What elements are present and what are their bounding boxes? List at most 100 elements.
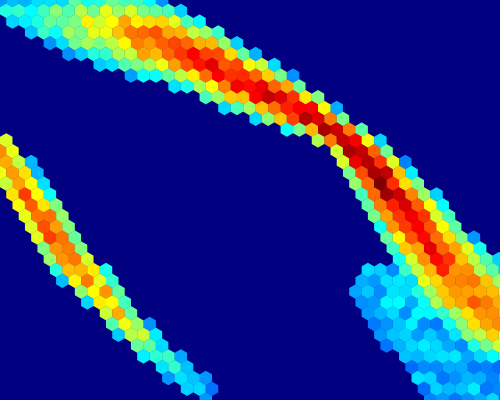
hex-cell xyxy=(424,241,437,256)
hex-cell xyxy=(448,327,462,342)
hex-cell xyxy=(6,144,19,159)
hex-cell xyxy=(230,100,244,116)
hex-cell xyxy=(305,122,319,137)
hex-cell xyxy=(68,14,82,29)
hex-cell xyxy=(137,349,150,364)
hex-cell xyxy=(280,100,294,116)
hex-cell xyxy=(467,273,481,288)
hex-cell xyxy=(137,68,150,83)
hex-cell xyxy=(174,370,188,386)
hex-cell xyxy=(143,57,156,72)
hex-cell xyxy=(448,370,462,386)
hex-cell xyxy=(199,25,213,40)
hex-cell xyxy=(448,241,462,256)
hex-cell xyxy=(405,230,418,245)
hex-cell xyxy=(274,68,287,83)
hex-cell xyxy=(118,57,131,72)
hex-cell xyxy=(455,338,468,353)
hex-cell xyxy=(492,295,500,310)
hex-cell xyxy=(480,295,493,310)
hex-cell xyxy=(467,252,481,267)
hex-cell xyxy=(386,241,400,256)
hex-cell xyxy=(62,262,75,278)
hex-cell xyxy=(442,360,456,375)
hex-cell xyxy=(199,46,213,62)
hex-cell xyxy=(399,154,412,170)
hex-cell xyxy=(112,3,125,18)
hex-cell xyxy=(436,370,449,386)
hex-cell xyxy=(386,154,400,170)
hex-cell xyxy=(392,252,406,267)
hex-cell xyxy=(249,90,262,105)
hex-cell xyxy=(249,46,262,62)
hex-cell xyxy=(24,3,38,18)
hex-cell xyxy=(467,316,481,332)
hex-cell xyxy=(436,392,449,400)
hex-cell xyxy=(12,3,25,18)
hex-cell xyxy=(399,306,412,321)
hex-cell xyxy=(24,176,38,191)
hex-cell xyxy=(93,295,107,310)
hex-cell xyxy=(349,133,362,148)
hex-cell xyxy=(411,262,425,278)
hex-cell xyxy=(255,79,269,94)
hex-cell xyxy=(399,176,412,191)
hex-cell xyxy=(286,90,300,105)
hex-cell xyxy=(193,57,206,72)
hex-cell xyxy=(162,349,175,364)
hex-cell xyxy=(361,133,375,148)
hex-cell xyxy=(455,316,468,332)
hex-cell xyxy=(411,219,425,234)
hex-cell xyxy=(486,284,499,299)
hex-cell xyxy=(417,208,431,224)
hex-cell xyxy=(367,187,381,202)
hex-cell xyxy=(436,327,449,342)
hex-cell xyxy=(386,219,400,234)
hex-cell xyxy=(436,262,449,278)
hex-cell xyxy=(424,219,437,234)
hex-cell xyxy=(0,154,13,170)
hex-cell xyxy=(137,327,150,342)
hex-cell xyxy=(274,90,287,105)
hex-cell xyxy=(417,360,431,375)
hex-cell xyxy=(149,349,163,364)
hex-cell xyxy=(455,360,468,375)
hex-cell xyxy=(62,219,75,234)
hex-cell xyxy=(18,14,32,29)
hex-cell xyxy=(130,316,144,332)
hex-cell xyxy=(174,3,188,18)
hex-cell xyxy=(99,25,113,40)
hex-cell xyxy=(56,208,69,224)
hex-cell xyxy=(249,68,262,83)
hex-cell xyxy=(467,295,481,310)
hex-cell xyxy=(461,262,474,278)
hex-cell xyxy=(18,208,32,224)
hex-cell xyxy=(261,90,275,105)
hex-cell xyxy=(367,165,381,180)
hex-cell xyxy=(124,3,138,18)
hex-cell xyxy=(130,338,144,353)
hex-cell xyxy=(486,262,499,278)
hex-cell xyxy=(461,392,474,400)
hex-cell xyxy=(380,230,393,245)
hex-cell xyxy=(236,46,250,62)
hex-cell xyxy=(212,25,225,40)
hex-cell xyxy=(24,219,38,234)
hex-cell xyxy=(280,122,294,137)
hex-cell xyxy=(224,46,237,62)
hex-cell xyxy=(255,100,269,116)
hex-cell xyxy=(168,14,181,29)
hex-cell xyxy=(405,338,418,353)
hex-cell xyxy=(280,79,294,94)
hex-cell xyxy=(130,14,144,29)
hex-cell xyxy=(473,241,487,256)
hex-cell xyxy=(405,252,418,267)
hex-cell xyxy=(417,295,431,310)
hex-cell xyxy=(349,284,362,299)
hex-cell xyxy=(0,3,13,18)
hex-cell xyxy=(417,273,431,288)
hex-cell xyxy=(224,90,237,105)
hex-cell xyxy=(355,295,368,310)
hex-cell xyxy=(143,36,156,51)
